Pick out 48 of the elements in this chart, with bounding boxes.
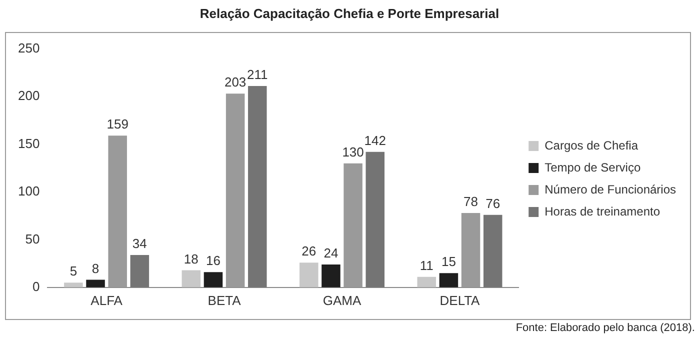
y-tick-label: 100 bbox=[18, 184, 40, 199]
data-label: 203 bbox=[224, 74, 246, 90]
y-tick-label: 250 bbox=[18, 40, 40, 56]
data-label: 18 bbox=[184, 251, 198, 266]
data-label: 16 bbox=[206, 253, 220, 268]
data-label: 142 bbox=[364, 132, 386, 148]
y-tick-label: 0 bbox=[32, 278, 40, 294]
bar bbox=[344, 163, 362, 288]
data-label: 26 bbox=[302, 244, 316, 259]
bar bbox=[108, 136, 127, 288]
data-label: 8 bbox=[92, 260, 100, 276]
legend-label: Tempo de Serviço bbox=[544, 160, 641, 174]
bar bbox=[439, 273, 458, 288]
y-tick-label: 200 bbox=[18, 88, 40, 104]
legend-label: Cargos de Chefia bbox=[544, 138, 638, 152]
legend-label: Horas de treinamento bbox=[544, 204, 660, 218]
bar bbox=[130, 254, 150, 288]
chart-title: Relação Capacitação Chefia e Porte Empresarial bbox=[198, 6, 500, 21]
bar bbox=[226, 94, 245, 288]
data-label: 130 bbox=[342, 144, 364, 160]
data-label: 11 bbox=[420, 258, 434, 273]
bar bbox=[64, 282, 83, 288]
legend-label: Número de Funcionários bbox=[544, 182, 676, 196]
bar bbox=[417, 276, 436, 288]
bar bbox=[483, 214, 502, 288]
bar bbox=[366, 152, 385, 288]
bar bbox=[461, 212, 480, 288]
bar bbox=[300, 262, 318, 288]
y-tick-label: 150 bbox=[18, 136, 40, 151]
x-tick-label: ALFA bbox=[90, 292, 123, 308]
data-label: 24 bbox=[324, 246, 338, 261]
bar bbox=[182, 270, 201, 288]
bar bbox=[204, 272, 223, 288]
data-label: 159 bbox=[106, 116, 128, 132]
data-label: 15 bbox=[441, 254, 456, 270]
data-label: 78 bbox=[464, 194, 478, 210]
x-tick-label: GAMA bbox=[322, 292, 362, 308]
bar bbox=[248, 86, 267, 288]
bar bbox=[86, 280, 105, 288]
source-note: Fonte: Elaborado pelo banca (2018). bbox=[516, 322, 695, 334]
x-tick-label: BETA bbox=[208, 292, 242, 308]
y-tick-label: 50 bbox=[25, 231, 40, 246]
data-label: 5 bbox=[70, 264, 78, 279]
x-tick-label: DELTA bbox=[440, 292, 480, 308]
bar bbox=[322, 264, 340, 288]
data-label: 76 bbox=[486, 196, 500, 211]
data-label: 34 bbox=[132, 236, 147, 252]
data-label: 211 bbox=[247, 67, 268, 82]
